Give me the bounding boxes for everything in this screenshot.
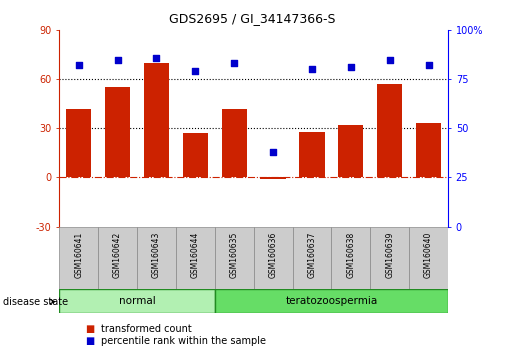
Text: teratozoospermia: teratozoospermia <box>285 296 377 306</box>
Bar <box>293 227 332 289</box>
Text: ■: ■ <box>85 336 94 346</box>
Text: GSM160637: GSM160637 <box>307 232 316 278</box>
Bar <box>215 227 253 289</box>
Point <box>386 57 394 62</box>
Bar <box>137 227 176 289</box>
Text: GSM160635: GSM160635 <box>230 232 238 278</box>
Point <box>308 67 316 72</box>
Bar <box>59 289 215 313</box>
Text: GSM160643: GSM160643 <box>152 232 161 278</box>
Bar <box>377 84 402 177</box>
Text: GSM160641: GSM160641 <box>74 232 83 278</box>
Point <box>152 55 161 61</box>
Point <box>191 69 199 74</box>
Text: percentile rank within the sample: percentile rank within the sample <box>101 336 266 346</box>
Bar <box>370 227 409 289</box>
Bar <box>332 227 370 289</box>
Text: ■: ■ <box>85 324 94 333</box>
Bar <box>261 177 286 179</box>
Text: disease state: disease state <box>3 297 67 307</box>
Text: GSM160636: GSM160636 <box>269 232 278 278</box>
Bar <box>338 125 364 177</box>
Point <box>347 64 355 70</box>
Point <box>269 149 277 155</box>
Point <box>230 61 238 66</box>
Bar <box>66 109 91 177</box>
Bar <box>221 109 247 177</box>
Point <box>424 63 433 68</box>
Text: GSM160639: GSM160639 <box>385 232 394 278</box>
Bar <box>416 124 441 177</box>
Bar <box>176 227 215 289</box>
Text: GSM160644: GSM160644 <box>191 232 200 278</box>
Text: GSM160638: GSM160638 <box>347 232 355 278</box>
Point <box>113 57 122 62</box>
Bar <box>183 133 208 177</box>
Bar <box>299 132 324 177</box>
Text: transformed count: transformed count <box>101 324 192 333</box>
Bar <box>253 227 293 289</box>
Bar <box>105 87 130 177</box>
Bar <box>215 289 448 313</box>
Bar <box>98 227 137 289</box>
Text: GSM160640: GSM160640 <box>424 232 433 278</box>
Text: GSM160642: GSM160642 <box>113 232 122 278</box>
Point <box>75 63 83 68</box>
Text: normal: normal <box>118 296 156 306</box>
Bar <box>59 227 98 289</box>
Bar <box>144 63 169 177</box>
Bar <box>409 227 448 289</box>
Text: GDS2695 / GI_34147366-S: GDS2695 / GI_34147366-S <box>169 12 336 25</box>
